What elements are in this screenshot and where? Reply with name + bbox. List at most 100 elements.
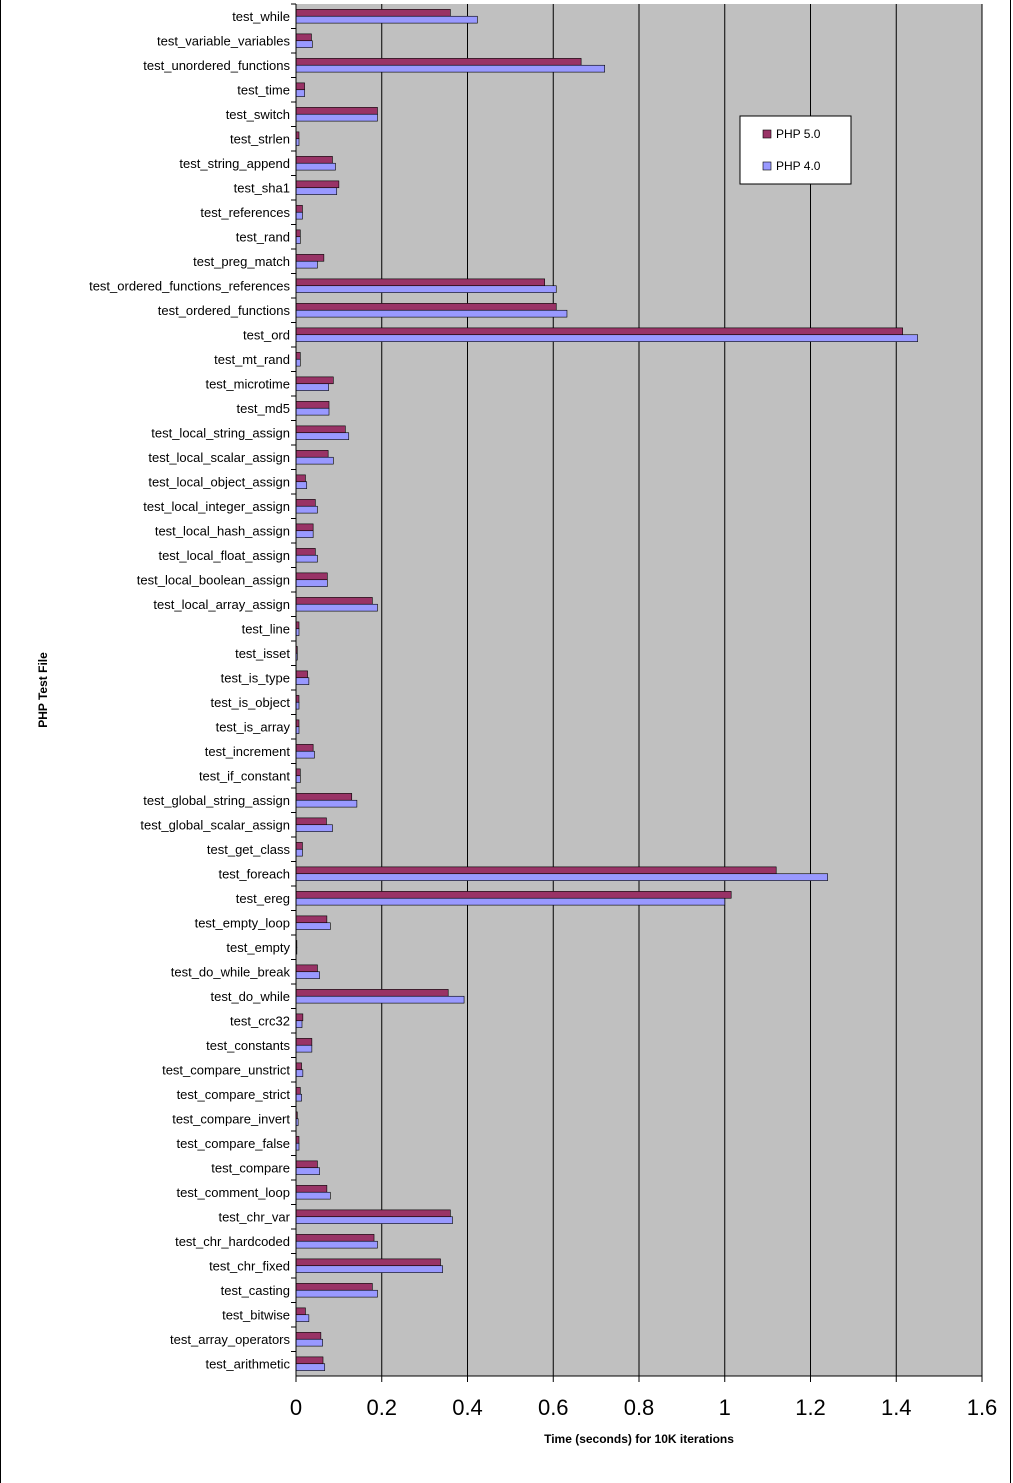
bar-php5-test-chr-var (295, 1209, 451, 1218)
category-label: test_variable_variables (157, 33, 290, 48)
category-label: test_local_object_assign (148, 474, 290, 489)
bar-php5-test-time (295, 82, 305, 91)
legend-label-php5: PHP 5.0 (776, 127, 821, 141)
bar-php5-test-rand (295, 229, 301, 238)
category-label: test_arithmetic (205, 1356, 290, 1371)
bar-php5-test-global-string-assign (295, 793, 353, 801)
bar-php5-test-do-while (295, 989, 449, 997)
category-label: test_chr_hardcoded (175, 1234, 290, 1249)
bar-php5-test-local-boolean-assign (295, 572, 328, 581)
bar-php5-test-foreach (295, 866, 777, 875)
bar-php5-test-md5 (295, 401, 330, 409)
bar-php4-test-switch (295, 113, 378, 122)
category-label: test_bitwise (222, 1307, 290, 1322)
bar-php5-test-local-scalar-assign (295, 450, 329, 458)
bar-php5-test-global-scalar-assign (295, 817, 327, 826)
bar-php5-test-local-array-assign (295, 597, 373, 605)
bar-php5-test-constants (295, 1038, 313, 1046)
category-label: test_chr_fixed (209, 1258, 290, 1273)
bar-php5-test-ordered-functions-references (295, 278, 545, 287)
category-label: test_local_hash_assign (155, 523, 290, 538)
bar-php4-test-local-string-assign (295, 432, 350, 440)
bar-php4-test-local-scalar-assign (295, 456, 334, 465)
category-label: test_crc32 (230, 1013, 290, 1028)
category-label: test_ordered_functions_references (89, 278, 290, 293)
bar-php4-test-sha1 (295, 187, 338, 195)
bar-php4-test-local-boolean-assign (295, 579, 328, 587)
x-tick-label: 0.6 (538, 1395, 569, 1420)
bar-php5-test-ereg (295, 891, 732, 899)
category-label: test_strlen (230, 131, 290, 146)
bar-php4-test-compare-unstrict (295, 1069, 304, 1077)
bar-php5-test-ord (295, 327, 903, 336)
bar-php4-test-compare (295, 1167, 320, 1175)
bar-php4-test-ordered-functions (295, 309, 568, 318)
bar-php5-test-preg-match (295, 254, 325, 262)
bar-php5-test-switch (295, 107, 378, 115)
category-label: test_switch (226, 107, 290, 122)
category-label: test_local_array_assign (153, 597, 290, 612)
category-label: test_local_float_assign (158, 548, 290, 563)
category-label: test_compare_invert (172, 1111, 290, 1126)
bar-php4-test-preg-match (295, 260, 318, 269)
category-label: test_get_class (207, 842, 291, 857)
category-label: test_global_scalar_assign (140, 817, 290, 832)
bar-php4-test-array-operators (295, 1338, 323, 1347)
category-label: test_preg_match (193, 254, 290, 269)
x-tick-label: 0.8 (624, 1395, 655, 1420)
bar-php5-test-array-operators (295, 1332, 322, 1340)
category-label: test_do_while_break (171, 964, 291, 979)
bar-php4-test-compare-strict (295, 1093, 302, 1102)
category-label: test_compare_strict (177, 1087, 291, 1102)
category-label: test_is_type (221, 670, 290, 685)
legend-label-php4: PHP 4.0 (776, 159, 821, 173)
bar-php4-test-time (295, 89, 305, 97)
y-axis-title: PHP Test File (36, 652, 50, 728)
category-label: test_compare (211, 1160, 290, 1175)
bar-php4-test-bitwise (295, 1314, 310, 1322)
bar-php4-test-if-constant (295, 775, 301, 783)
bar-php5-test-empty-loop (295, 915, 328, 924)
bar-php5-test-references (295, 205, 303, 213)
bar-php5-test-compare (295, 1160, 318, 1169)
bar-php5-test-casting (295, 1283, 373, 1291)
category-label: test_string_append (179, 156, 290, 171)
bar-php4-test-ordered-functions-references (295, 285, 557, 293)
bar-php5-test-ordered-functions (295, 303, 557, 311)
bar-php4-test-ord (295, 334, 918, 342)
bar-php5-test-string-append (295, 156, 333, 164)
bar-php4-test-do-while (295, 995, 465, 1004)
category-label: test_global_string_assign (143, 793, 290, 808)
category-label: test_ordered_functions (158, 303, 291, 318)
legend-swatch-php5 (762, 129, 772, 139)
category-label: test_rand (236, 229, 290, 244)
bar-php5-test-local-object-assign (295, 474, 306, 483)
bar-php4-test-increment (295, 750, 315, 759)
bar-php4-test-variable-variables (295, 40, 313, 48)
category-label: test_compare_unstrict (162, 1062, 290, 1077)
category-label: test_comment_loop (177, 1185, 290, 1200)
x-axis-ticks: 0 0.2 0.4 0.6 0.8 1 1.2 1.4 1.6 (290, 1376, 997, 1420)
x-axis-title: Time (seconds) for 10K iterations (544, 1432, 734, 1446)
bar-php4-test-unordered-functions (295, 64, 606, 73)
x-tick-label: 0.4 (452, 1395, 483, 1420)
bar-php4-test-foreach (295, 873, 828, 881)
category-label: test_sha1 (234, 180, 290, 195)
category-label: test_chr_var (218, 1209, 290, 1224)
bar-php5-test-get-class (295, 842, 303, 850)
bar-php4-test-do-while-break (295, 971, 320, 979)
bar-php5-test-compare-strict (295, 1087, 301, 1095)
bar-php4-test-chr-fixed (295, 1265, 443, 1273)
bars-group (295, 9, 918, 1371)
bar-php4-test-crc32 (295, 1020, 303, 1028)
bar-php4-test-comment-loop (295, 1191, 331, 1200)
bar-php5-test-crc32 (295, 1013, 304, 1022)
x-tick-label: 1 (719, 1395, 731, 1420)
category-label: test_foreach (218, 866, 290, 881)
legend-box (739, 115, 852, 185)
category-label: test_while (232, 9, 290, 24)
bar-php4-test-chr-hardcoded (295, 1240, 378, 1249)
bar-php5-test-unordered-functions (295, 58, 582, 66)
bar-php5-test-compare-unstrict (295, 1062, 302, 1071)
